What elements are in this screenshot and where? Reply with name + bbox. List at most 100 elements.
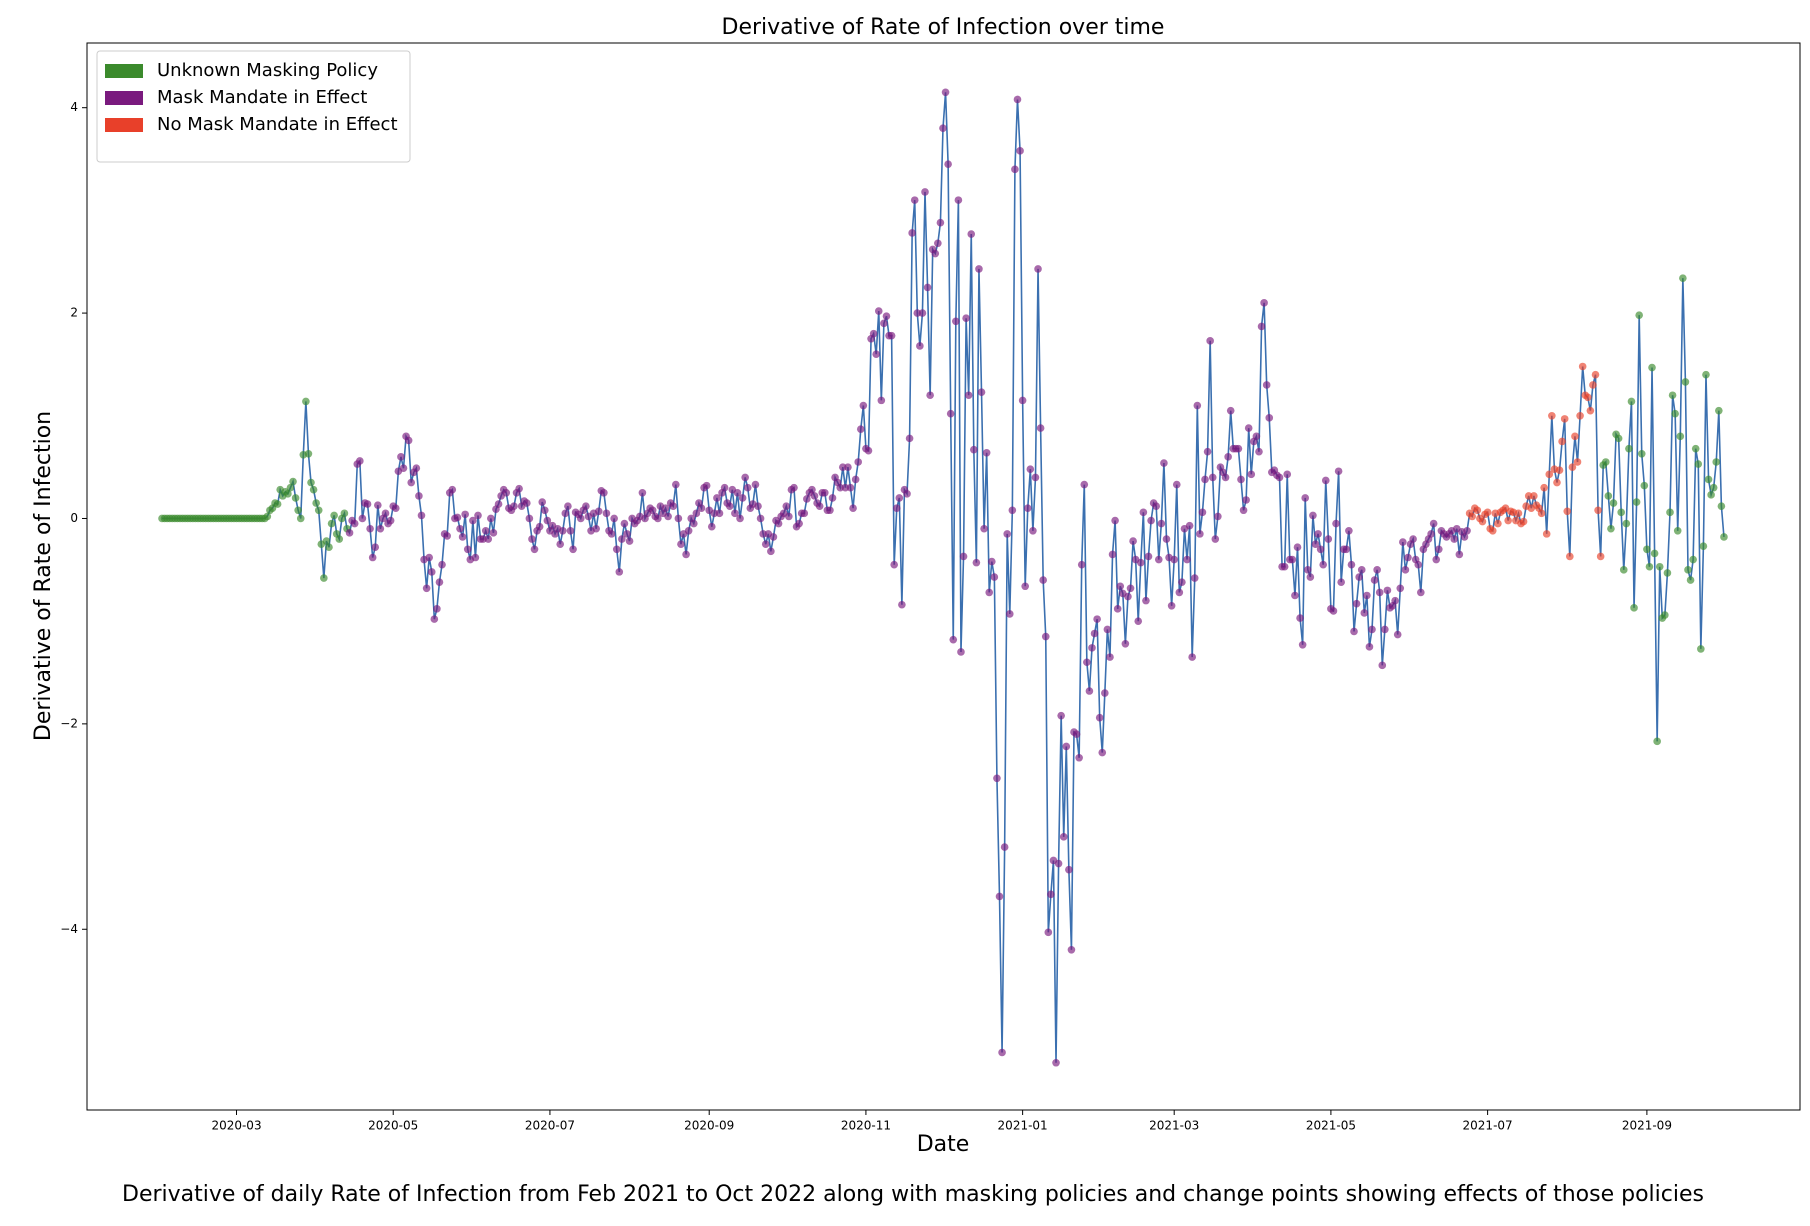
data-point	[1047, 890, 1055, 899]
data-point	[481, 527, 490, 535]
data-point	[1666, 508, 1674, 517]
data-point	[487, 514, 495, 523]
data-point	[1568, 463, 1577, 471]
data-point	[618, 535, 626, 543]
data-point	[926, 391, 934, 400]
data-point	[1337, 578, 1345, 586]
data-point	[1619, 566, 1628, 574]
data-point	[975, 265, 983, 273]
y-tick-label: 0	[70, 511, 78, 525]
data-point	[849, 504, 857, 513]
data-point	[725, 502, 734, 510]
data-point	[307, 478, 315, 487]
data-point	[1029, 527, 1037, 535]
data-point	[1563, 507, 1572, 516]
data-point	[1041, 632, 1050, 641]
data-point	[1635, 311, 1643, 319]
data-point	[427, 568, 436, 576]
data-point	[422, 584, 431, 593]
data-point	[1052, 1058, 1060, 1067]
data-point	[1098, 748, 1107, 757]
data-point	[1321, 476, 1330, 485]
data-point	[1504, 516, 1512, 525]
data-point	[1247, 470, 1256, 479]
data-point	[859, 401, 868, 410]
data-point	[474, 511, 482, 520]
data-point	[1303, 566, 1312, 574]
data-point	[412, 464, 421, 472]
data-point	[625, 537, 634, 545]
data-point	[1288, 555, 1297, 564]
x-tick-label: 2020-09	[684, 1119, 734, 1133]
data-point	[1260, 299, 1268, 307]
data-point	[1560, 415, 1569, 423]
data-point	[1080, 480, 1089, 489]
data-point	[1291, 591, 1299, 600]
data-point	[1530, 492, 1538, 500]
data-point	[302, 397, 310, 406]
data-point	[1435, 545, 1443, 554]
data-point	[1342, 545, 1351, 554]
data-point	[1399, 538, 1407, 546]
data-point	[702, 481, 711, 490]
x-tick-label: 2020-07	[525, 1119, 575, 1133]
data-point	[1375, 588, 1384, 597]
data-point	[669, 502, 678, 510]
data-point	[327, 519, 336, 528]
data-point	[1113, 605, 1122, 613]
data-point	[448, 485, 457, 494]
data-point	[314, 506, 323, 515]
data-point	[374, 501, 382, 509]
legend-swatch	[105, 64, 143, 78]
data-point	[720, 483, 729, 492]
data-point	[851, 475, 860, 484]
data-point	[741, 473, 749, 482]
chart-title: Derivative of Rate of Infection over tim…	[722, 15, 1165, 40]
data-point	[356, 457, 364, 465]
data-point	[1013, 95, 1022, 104]
data-point	[1106, 653, 1114, 661]
data-point	[525, 514, 534, 523]
data-point	[425, 553, 433, 562]
data-point	[1617, 508, 1625, 517]
data-point	[1494, 519, 1502, 528]
data-point	[980, 524, 988, 533]
data-point	[1345, 527, 1353, 535]
data-point	[1075, 753, 1083, 762]
data-point	[949, 635, 958, 644]
data-point	[1293, 543, 1302, 552]
data-point	[1208, 473, 1217, 482]
data-point	[882, 312, 891, 320]
x-tick-label: 2021-09	[1622, 1119, 1672, 1133]
data-point	[1172, 480, 1181, 489]
data-point	[648, 506, 657, 515]
data-point	[510, 502, 518, 510]
data-point	[1031, 473, 1040, 482]
data-point	[1653, 737, 1661, 746]
data-point	[1702, 370, 1710, 379]
data-point	[754, 502, 762, 510]
data-point	[1381, 625, 1389, 634]
data-point	[1062, 742, 1071, 751]
data-point	[1237, 475, 1245, 484]
data-point	[1401, 566, 1410, 574]
data-point	[751, 480, 760, 489]
data-point	[1144, 552, 1153, 561]
data-point	[322, 537, 331, 545]
data-point	[1519, 517, 1528, 526]
data-point	[1226, 406, 1235, 415]
data-point	[654, 514, 662, 523]
data-point	[1720, 533, 1728, 541]
data-point	[1691, 444, 1700, 453]
data-point	[756, 514, 765, 523]
data-point	[1391, 596, 1399, 605]
data-point	[1463, 527, 1471, 535]
data-point	[1324, 535, 1333, 543]
data-point	[1378, 661, 1387, 670]
data-point	[1414, 560, 1423, 569]
data-point	[918, 309, 927, 317]
data-point	[769, 533, 778, 541]
